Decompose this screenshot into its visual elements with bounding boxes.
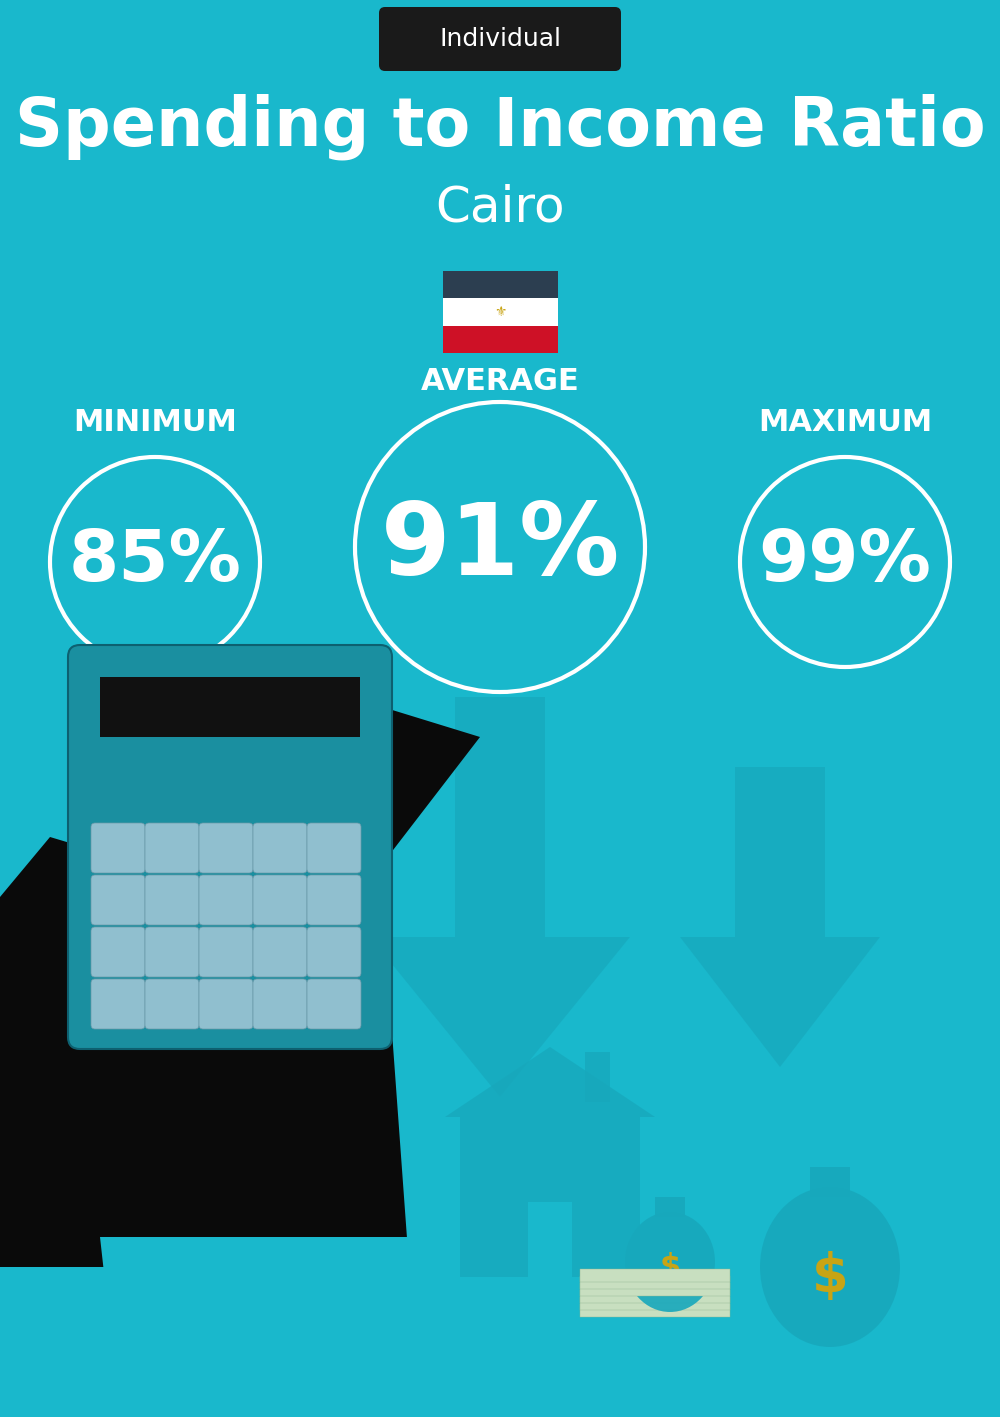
FancyBboxPatch shape	[91, 979, 145, 1029]
Text: $: $	[659, 1253, 681, 1281]
FancyBboxPatch shape	[145, 876, 199, 925]
Text: AVERAGE: AVERAGE	[421, 367, 579, 397]
FancyBboxPatch shape	[68, 645, 392, 1049]
FancyBboxPatch shape	[199, 823, 253, 873]
Bar	[585, 1051, 610, 1102]
FancyBboxPatch shape	[307, 876, 361, 925]
Ellipse shape	[760, 1187, 900, 1348]
FancyBboxPatch shape	[145, 823, 199, 873]
FancyBboxPatch shape	[91, 876, 145, 925]
FancyBboxPatch shape	[307, 979, 361, 1029]
Polygon shape	[100, 697, 480, 1417]
FancyBboxPatch shape	[199, 979, 253, 1029]
FancyBboxPatch shape	[253, 823, 307, 873]
Polygon shape	[0, 1267, 350, 1417]
Text: 91%: 91%	[380, 499, 620, 595]
Polygon shape	[370, 697, 630, 1097]
Bar	[442, 271, 558, 299]
FancyBboxPatch shape	[253, 979, 307, 1029]
Text: Cairo: Cairo	[435, 183, 565, 231]
FancyBboxPatch shape	[91, 927, 145, 976]
Polygon shape	[100, 1237, 420, 1417]
FancyBboxPatch shape	[307, 823, 361, 873]
Text: MAXIMUM: MAXIMUM	[758, 408, 932, 436]
FancyBboxPatch shape	[253, 927, 307, 976]
FancyBboxPatch shape	[307, 927, 361, 976]
Bar	[580, 1270, 730, 1282]
FancyBboxPatch shape	[253, 876, 307, 925]
Bar	[442, 326, 558, 353]
Text: ⚜: ⚜	[494, 305, 506, 319]
Text: Individual: Individual	[439, 27, 561, 51]
Text: 99%: 99%	[759, 527, 931, 597]
FancyBboxPatch shape	[199, 876, 253, 925]
Text: Spending to Income Ratio: Spending to Income Ratio	[15, 94, 985, 160]
Bar	[810, 1168, 850, 1197]
Bar	[580, 1282, 730, 1297]
Text: 85%: 85%	[69, 527, 241, 597]
Bar	[442, 299, 558, 326]
FancyBboxPatch shape	[199, 927, 253, 976]
Bar	[528, 1202, 572, 1277]
Bar	[580, 1304, 730, 1316]
Bar	[460, 1117, 640, 1277]
Bar	[580, 1275, 730, 1289]
Polygon shape	[0, 837, 350, 1417]
Bar	[580, 1289, 730, 1304]
FancyBboxPatch shape	[379, 7, 621, 71]
Bar	[580, 1297, 730, 1309]
Text: $: $	[812, 1251, 848, 1304]
Text: MINIMUM: MINIMUM	[73, 408, 237, 436]
Bar	[100, 677, 360, 737]
FancyBboxPatch shape	[145, 927, 199, 976]
Bar	[655, 1197, 685, 1217]
FancyBboxPatch shape	[91, 823, 145, 873]
Ellipse shape	[625, 1212, 715, 1312]
Polygon shape	[445, 1047, 655, 1117]
FancyBboxPatch shape	[145, 979, 199, 1029]
Polygon shape	[680, 767, 880, 1067]
